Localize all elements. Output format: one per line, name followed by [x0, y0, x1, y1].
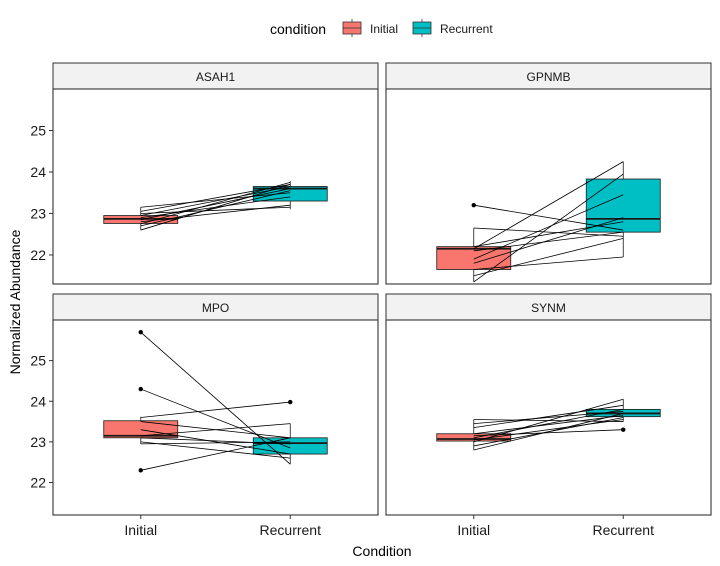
legend-label-recurrent: Recurrent — [440, 22, 493, 36]
sample-line-synm — [473, 415, 624, 435]
sample-line-mpo — [140, 441, 291, 445]
sample-line-mpo — [140, 401, 291, 418]
legend-title: condition — [270, 21, 326, 37]
sample-line-synm — [473, 417, 624, 447]
y-tick-label: 25 — [30, 122, 46, 138]
strip-label-gpnmb: GPNMB — [526, 70, 570, 84]
legend-key-initial — [342, 19, 362, 37]
panel-mpo: MPO 22 23 24 25 Initial Recurrent — [30, 293, 379, 538]
sample-line-synm — [473, 411, 624, 424]
strip-asah1 — [52, 62, 379, 90]
sample-line-mpo — [140, 437, 291, 471]
y-tick-label: 23 — [30, 434, 46, 450]
y-tick-label: 24 — [30, 393, 46, 409]
sample-line-gpnmb — [473, 227, 624, 237]
panel-border-asah1 — [52, 88, 379, 285]
y-tick-label: 22 — [30, 247, 46, 263]
sample-line-synm — [473, 419, 624, 441]
x-axis-title: Condition — [352, 543, 411, 559]
sample-line-gpnmb — [473, 217, 624, 264]
box-body — [436, 246, 512, 270]
panel-border-synm — [385, 319, 712, 516]
panel-asah1: ASAH1 22 23 24 25 — [30, 62, 379, 285]
sample-line-asah1 — [140, 190, 291, 227]
sample-line-synm — [473, 429, 624, 437]
y-tick-label: 24 — [30, 164, 46, 180]
sample-line-asah1 — [140, 184, 291, 212]
x-tick-label-initial: Initial — [457, 522, 490, 538]
panel-bg-gpnmb — [386, 89, 711, 284]
legend-label-initial: Initial — [370, 22, 398, 36]
y-tick-label: 23 — [30, 205, 46, 221]
panel-border-mpo — [52, 319, 379, 516]
y-tick-label: 25 — [30, 353, 46, 369]
y-tick-label: 22 — [30, 475, 46, 491]
strip-mpo — [52, 293, 379, 321]
strip-label-mpo: MPO — [202, 301, 229, 315]
x-tick-label-recurrent: Recurrent — [260, 522, 322, 538]
sample-line-mpo — [140, 441, 291, 459]
sample-line-asah1 — [140, 196, 291, 219]
sample-line-gpnmb — [473, 237, 624, 277]
box-body — [252, 437, 328, 455]
strip-label-synm: SYNM — [531, 301, 566, 315]
panel-synm: SYNM Initial Recurrent — [385, 293, 712, 538]
sample-line-gpnmb — [473, 173, 624, 283]
y-axis-title: Normalized Abundance — [7, 229, 23, 374]
x-tick-label-initial: Initial — [124, 522, 157, 538]
sample-line-synm — [473, 404, 624, 429]
legend: condition Initial Recurrent — [270, 19, 493, 37]
sample-line-gpnmb — [473, 204, 624, 231]
sample-line-mpo — [140, 388, 291, 449]
sample-line-synm — [473, 408, 624, 439]
legend-key-recurrent — [412, 19, 432, 37]
strip-label-asah1: ASAH1 — [196, 70, 236, 84]
x-tick-label-recurrent: Recurrent — [593, 522, 655, 538]
panel-bg-asah1 — [53, 89, 378, 284]
sample-line-mpo — [140, 423, 291, 437]
sample-line-gpnmb — [473, 256, 624, 270]
sample-line-asah1 — [140, 206, 291, 214]
sample-line-gpnmb — [473, 194, 624, 260]
sample-line-asah1 — [140, 192, 291, 208]
panel-border-gpnmb — [385, 88, 712, 285]
sample-line-gpnmb — [473, 161, 624, 250]
sample-line-asah1 — [140, 186, 291, 216]
strip-synm — [385, 293, 712, 321]
facet-panels: ASAH1 22 23 24 25 GPNMB MPO 22 23 24 25 Initial Recu… — [30, 62, 712, 538]
panel-bg-mpo — [53, 320, 378, 515]
panel-gpnmb: GPNMB — [385, 62, 712, 285]
sample-line-synm — [473, 419, 624, 422]
